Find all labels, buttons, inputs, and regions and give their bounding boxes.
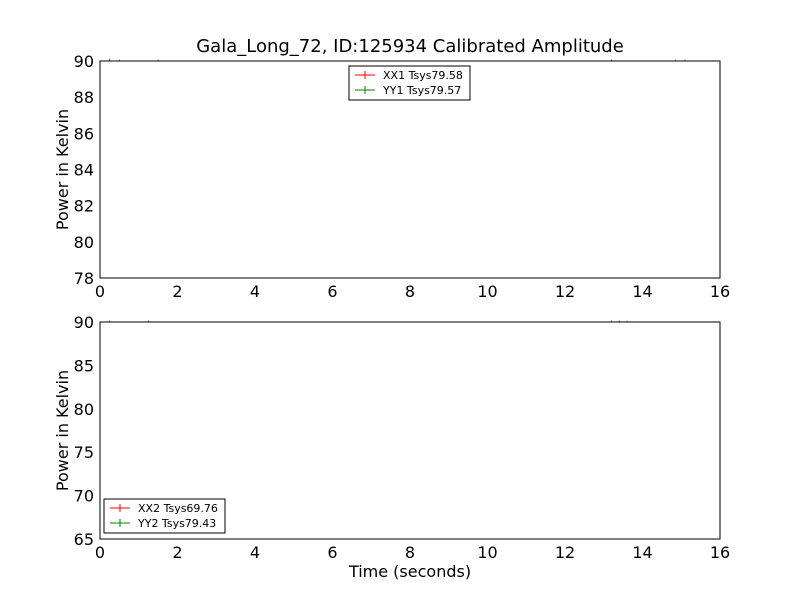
legend: XX1 Tsys79.58 YY1 Tsys79.57 (348, 65, 471, 101)
legend-label: YY1 Tsys79.57 (382, 84, 461, 97)
y-tick-label: 90 (74, 52, 94, 71)
y-tick-label: 75 (74, 443, 94, 462)
x-tick-label: 12 (555, 543, 575, 562)
legend: XX2 Tsys69.76 YY2 Tsys79.43 (103, 498, 226, 534)
y-tick-label: 88 (74, 88, 94, 107)
y-tick-label: 85 (74, 356, 94, 375)
x-tick-label: 14 (632, 543, 652, 562)
x-tick-label: 2 (172, 282, 182, 301)
x-tick-label: 10 (477, 282, 497, 301)
x-tick-label: 16 (710, 282, 730, 301)
top-panel: Power in Kelvin 0 2 4 6 8 10 12 14 16 78 80 82 84 86 8… (53, 52, 730, 301)
y-tick-label: 65 (74, 530, 94, 549)
x-tick-label: 0 (95, 282, 105, 301)
y-tick-label: 80 (74, 400, 94, 419)
legend-label: XX1 Tsys79.58 (383, 69, 463, 82)
legend-marker (116, 519, 124, 527)
x-tick-label: 4 (250, 543, 260, 562)
y-tick-label: 70 (74, 487, 94, 506)
x-axis-label: Time (seconds) (348, 562, 471, 581)
x-tick-label: 6 (327, 282, 337, 301)
x-tick-label: 12 (555, 282, 575, 301)
bottom-y-axis-label: Power in Kelvin (53, 370, 72, 491)
x-tick-label: 2 (172, 543, 182, 562)
legend-marker (361, 71, 369, 79)
y-tick-label: 90 (74, 313, 94, 332)
x-tick-label: 4 (250, 282, 260, 301)
legend-label: YY2 Tsys79.43 (137, 517, 216, 530)
bottom-panel: Power in Kelvin 0 2 4 6 8 10 12 14 16 65 70 75 80 85 9… (53, 313, 730, 562)
legend-marker (116, 504, 124, 512)
legend-marker (361, 86, 369, 94)
y-tick-label: 82 (74, 197, 94, 216)
x-tick-label: 8 (405, 543, 415, 562)
legend-label: XX2 Tsys69.76 (138, 502, 218, 515)
x-tick-label: 8 (405, 282, 415, 301)
y-tick-label: 84 (74, 161, 94, 180)
x-tick-label: 16 (710, 543, 730, 562)
top-y-axis-label: Power in Kelvin (53, 109, 72, 230)
chart-title: Gala_Long_72, ID:125934 Calibrated Ampli… (196, 36, 624, 57)
x-tick-label: 14 (632, 282, 652, 301)
legend-box (348, 65, 471, 101)
x-tick-label: 6 (327, 543, 337, 562)
y-tick-label: 78 (74, 269, 94, 288)
x-tick-label: 0 (95, 543, 105, 562)
legend-box (103, 498, 226, 534)
y-tick-label: 80 (74, 233, 94, 252)
y-tick-label: 86 (74, 124, 94, 143)
x-tick-label: 10 (477, 543, 497, 562)
